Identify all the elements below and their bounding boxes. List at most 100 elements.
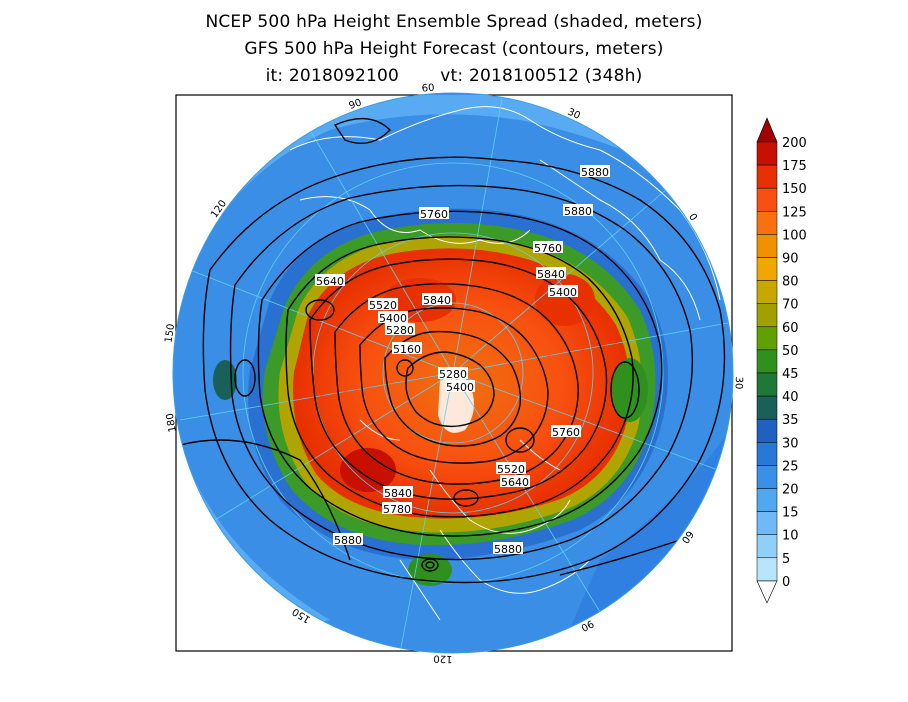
coastlines [289,106,721,621]
contour-label-bg [422,293,452,305]
colorbar-top-arrow [756,117,778,143]
longitude-label: 30 [566,107,582,122]
init-time-label: it: 2018092100 [265,66,400,86]
contour-label: 5640 [501,476,529,489]
contour-label-bg [382,502,412,514]
contour-label: 5400 [549,286,577,299]
contour-label-bg [438,367,468,379]
colorbar-level-label: 125 [782,205,807,220]
contour-label: 5880 [564,205,592,218]
colorbar-segment [756,442,778,466]
title-line-3: it: 2018092100 vt: 2018100512 (348h) [0,66,908,86]
contour-label-bg [551,425,581,437]
colorbar-segment [756,511,778,535]
contour-label-bg [445,380,475,392]
contour-label: 5640 [316,275,344,288]
title-line-2: GFS 500 hPa Height Forecast (contours, m… [244,39,664,59]
height-contours [179,117,726,584]
colorbar-level-label: 200 [782,136,807,151]
contour-label-bg [496,462,526,474]
colorbar-level-label: 20 [782,483,799,498]
contour-label-bg [493,542,523,554]
contour-label: 5400 [446,381,474,394]
colorbar-segment [756,257,778,281]
contour-label-bg [392,342,422,354]
colorbar-level-label: 15 [782,506,799,521]
longitude-label: 90 [579,617,595,633]
colorbar-segment [756,187,778,212]
colorbar: 2001751501251009080706050454035302520151… [756,117,807,604]
longitude-label: 120 [433,652,452,664]
colorbar-level-label: 150 [782,182,807,197]
colorbar-segment [756,280,778,304]
colorbar-level-label: 175 [782,159,807,174]
contour-label: 5840 [384,487,412,500]
contour-label-bg [548,285,578,297]
colorbar-level-label: 40 [782,390,799,405]
contour-label: 5520 [369,299,397,312]
colorbar-level-label: 10 [782,529,799,544]
contour-label: 5780 [383,503,411,516]
contour-label: 5160 [393,343,421,356]
contour-label-bg [536,267,566,279]
colorbar-level-label: 45 [782,367,799,382]
contour-label-bg [315,274,345,286]
colorbar-segment [756,141,778,166]
colorbar-segment [756,557,778,582]
contour-label-bg [385,323,415,335]
contour-label: 5840 [537,268,565,281]
colorbar-segment [756,418,778,443]
contour-label: 5760 [552,426,580,439]
valid-time-label: vt: 2018100512 (348h) [440,66,643,86]
colorbar-segment [756,326,778,351]
contour-label: 5520 [497,463,525,476]
colorbar-segment [756,303,778,328]
contour-label: 5880 [334,534,362,547]
colorbar-level-label: 100 [782,228,807,243]
longitude-label: 30 [733,376,744,389]
contour-label: 5280 [386,324,414,337]
contour-labels: 5880 5880 5760 5760 5840 5640 5400 5840 5520 5400… [315,165,610,556]
contour-label: 5280 [439,368,467,381]
colorbar-level-label: 70 [782,298,799,313]
longitude-label: 180 [165,412,179,433]
colorbar-segment [756,465,778,489]
contour-label-bg [563,204,593,216]
colorbar-segment [756,349,778,374]
contour-label: 5880 [494,543,522,556]
contour-label: 5880 [581,166,609,179]
contour-label-bg [378,311,408,323]
contour-label-bg [419,207,449,219]
contour-label: 5840 [423,294,451,307]
map-disc [172,92,734,654]
colorbar-segment [756,534,778,559]
colorbar-segment [756,372,778,397]
colorbar-level-label: 35 [782,413,799,428]
contour-label: 5760 [420,208,448,221]
colorbar-segment [756,234,778,258]
contour-label-bg [580,165,610,177]
colorbar-level-label: 50 [782,344,799,359]
colorbar-level-label: 80 [782,275,799,290]
longitude-label: 90 [348,97,364,112]
colorbar-level-label: 5 [782,552,790,567]
contour-label-bg [383,486,413,498]
colorbar-level-label: 0 [782,575,790,590]
colorbar-level-label: 90 [782,252,799,267]
contour-label-bg [333,533,363,545]
colorbar-segment [756,164,778,189]
colorbar-bottom-arrow [756,580,778,604]
title-line-1: NCEP 500 hPa Height Ensemble Spread (sha… [205,12,703,32]
colorbar-segment [756,211,778,235]
colorbar-level-label: 25 [782,459,799,474]
contour-label: 5760 [534,242,562,255]
longitude-label: 60 [421,83,435,95]
colorbar-segment [756,488,778,512]
contour-label-bg [533,241,563,253]
colorbar-level-label: 60 [782,321,799,336]
longitude-label: 150 [164,323,178,343]
longitude-label: 0 [686,212,699,223]
contour-label-bg [368,298,398,310]
colorbar-level-label: 30 [782,436,799,451]
